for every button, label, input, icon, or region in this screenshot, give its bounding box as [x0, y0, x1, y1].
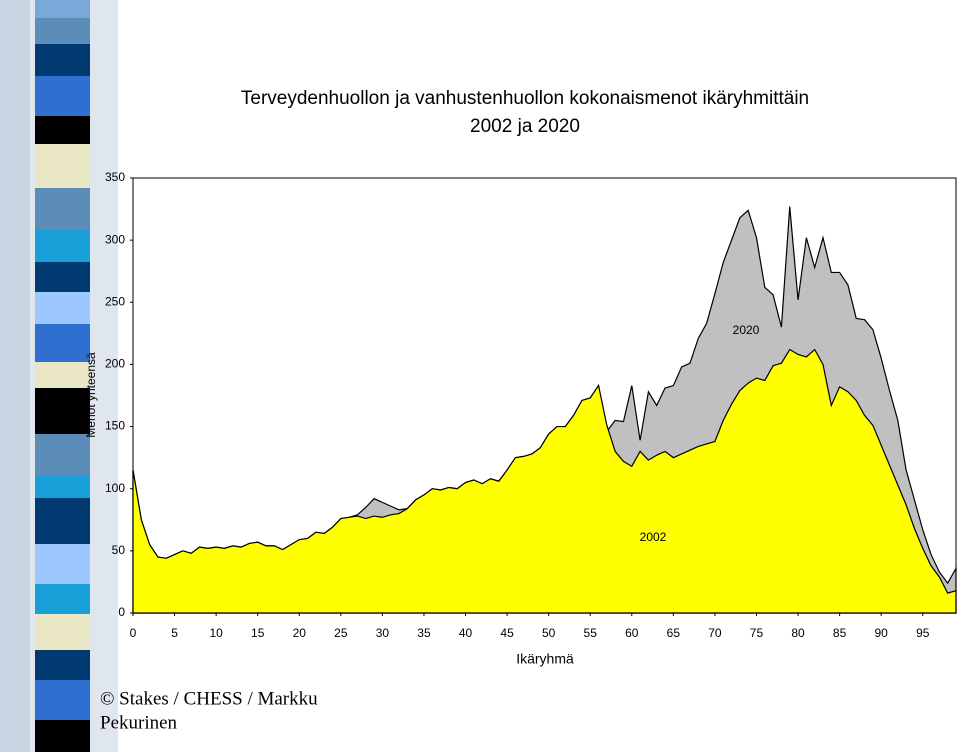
- x-tick-label: 10: [209, 626, 223, 640]
- y-axis-label: Menot yhteensä: [84, 352, 98, 438]
- x-tick-label: 65: [667, 626, 681, 640]
- y-tick-label: 350: [105, 170, 125, 184]
- y-tick-label: 0: [118, 605, 125, 619]
- x-tick-label: 5: [171, 626, 178, 640]
- x-tick-label: 75: [750, 626, 764, 640]
- y-tick-label: 150: [105, 419, 125, 433]
- y-tick-label: 100: [105, 481, 125, 495]
- y-tick-label: 250: [105, 294, 125, 308]
- x-tick-label: 50: [542, 626, 556, 640]
- x-tick-label: 30: [376, 626, 390, 640]
- chart-title: Terveydenhuollon ja vanhustenhuollon kok…: [241, 88, 809, 109]
- x-tick-label: 0: [130, 626, 137, 640]
- x-axis-label: Ikäryhmä: [516, 651, 574, 667]
- credit: © Stakes / CHESS / Markku: [100, 688, 318, 709]
- x-tick-label: 15: [251, 626, 265, 640]
- x-tick-label: 90: [875, 626, 889, 640]
- x-tick-label: 35: [417, 626, 431, 640]
- credit: Pekurinen: [100, 712, 178, 733]
- series-label: 2020: [733, 323, 760, 337]
- x-tick-label: 45: [500, 626, 514, 640]
- chart-subtitle: 2002 ja 2020: [470, 116, 580, 137]
- x-tick-label: 55: [584, 626, 598, 640]
- x-tick-label: 85: [833, 626, 847, 640]
- y-tick-label: 50: [112, 543, 126, 557]
- y-tick-label: 300: [105, 232, 125, 246]
- x-tick-label: 95: [916, 626, 930, 640]
- x-tick-label: 20: [293, 626, 307, 640]
- x-tick-label: 25: [334, 626, 348, 640]
- x-tick-label: 40: [459, 626, 473, 640]
- y-tick-label: 200: [105, 357, 125, 371]
- series-label: 2002: [640, 530, 667, 544]
- area: [132, 348, 957, 614]
- x-tick-label: 60: [625, 626, 639, 640]
- x-tick-label: 70: [708, 626, 722, 640]
- x-tick-label: 80: [791, 626, 805, 640]
- decorative-stripes: [0, 0, 118, 752]
